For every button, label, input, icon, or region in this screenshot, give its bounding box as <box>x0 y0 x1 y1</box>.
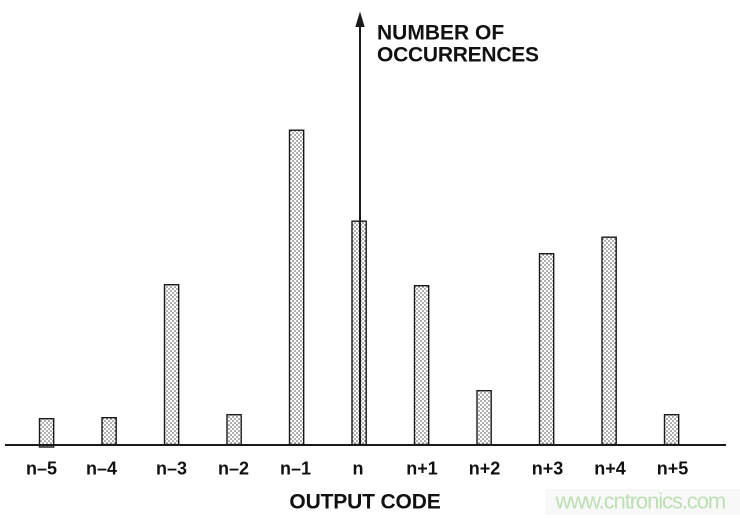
svg-text:n+3: n+3 <box>532 459 564 479</box>
svg-text:NUMBER OF: NUMBER OF <box>377 21 504 44</box>
svg-text:n+5: n+5 <box>657 459 689 479</box>
svg-text:n: n <box>353 459 364 479</box>
svg-text:n–5: n–5 <box>26 459 57 479</box>
svg-text:www.cntronics.com: www.cntronics.com <box>555 489 726 514</box>
svg-text:n+2: n+2 <box>469 459 501 479</box>
svg-text:n+4: n+4 <box>594 459 626 479</box>
svg-text:n+1: n+1 <box>406 459 438 479</box>
svg-text:n–3: n–3 <box>156 459 187 479</box>
svg-text:n–4: n–4 <box>86 459 117 479</box>
svg-text:OCCURRENCES: OCCURRENCES <box>377 44 539 67</box>
svg-text:OUTPUT CODE: OUTPUT CODE <box>289 491 440 514</box>
svg-text:n–1: n–1 <box>280 459 311 479</box>
svg-text:n–2: n–2 <box>218 459 249 479</box>
